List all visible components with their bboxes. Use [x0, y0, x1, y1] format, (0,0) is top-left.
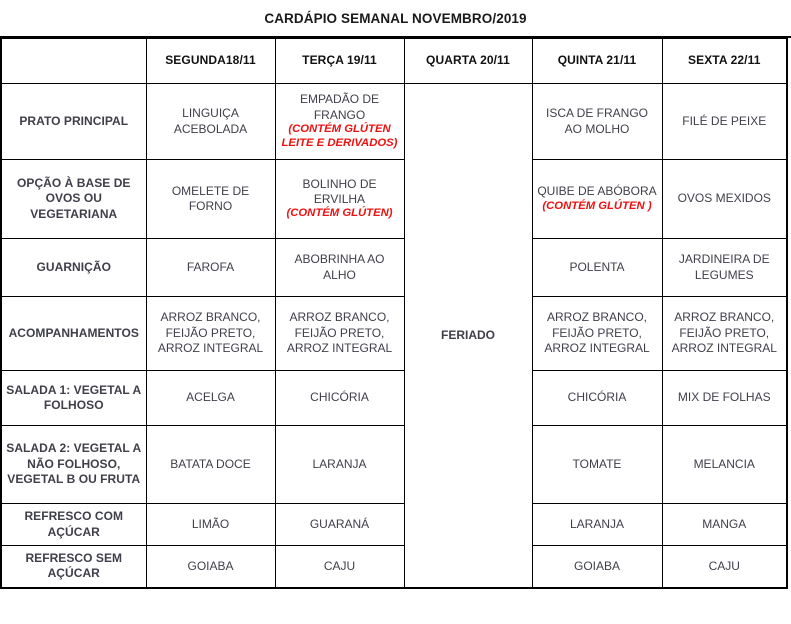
cell-main-text: GOIABA	[573, 558, 620, 573]
cell-main-text: EMPADÃO DE FRANGO	[299, 92, 380, 122]
allergen-note: (CONTÉM GLÚTEN LEITE E DERIVADOS)	[281, 123, 398, 149]
cell-main-text: MIX DE FOLHAS	[677, 390, 771, 405]
cell-prato-sexta: FILÉ DE PEIXE	[661, 83, 788, 160]
cell-refresco-com-segunda: LIMÃO	[145, 503, 276, 546]
table-header-row: SEGUNDA18/11 TERÇA 19/11 QUARTA 20/11 QU…	[0, 38, 788, 84]
cell-salada1-sexta: MIX DE FOLHAS	[661, 370, 788, 426]
cell-main-text: FILÉ DE PEIXE	[682, 113, 767, 128]
page-title: CARDÁPIO SEMANAL NOVEMBRO/2019	[264, 10, 527, 26]
row-label-opcao-vegetariana: OPÇÃO À BASE DE OVOS OU VEGETARIANA	[0, 159, 147, 239]
cell-guarnicao-quinta: POLENTA	[531, 238, 663, 297]
cell-refresco-sem-terca: CAJU	[274, 545, 405, 588]
document-title-band: CARDÁPIO SEMANAL NOVEMBRO/2019	[0, 0, 791, 38]
row-label-refresco-com-acucar: REFRESCO COM AÇÚCAR	[0, 503, 147, 546]
cell-refresco-com-sexta: MANGA	[661, 503, 788, 546]
cell-main-text: GOIABA	[187, 558, 234, 573]
row-label-guarnicao: GUARNIÇÃO	[0, 238, 147, 297]
cell-main-text: QUIBE DE ABÓBORA	[537, 184, 657, 199]
cell-salada1-segunda: ACELGA	[145, 370, 276, 426]
row-label-refresco-sem-acucar: REFRESCO SEM AÇÚCAR	[0, 545, 147, 588]
table-body: PRATO PRINCIPAL LINGUIÇA ACEBOLADA EMPAD…	[0, 83, 788, 588]
cell-main-text: CAJU	[708, 558, 740, 573]
column-header-terca: TERÇA 19/11	[274, 38, 405, 84]
table-row: SALADA 2: VEGETAL A NÃO FOLHOSO, VEGETAL…	[0, 425, 788, 504]
cell-main-text: OVOS MEXIDOS	[677, 191, 771, 206]
cell-acompanhamentos-terca: ARROZ BRANCO, FEIJÃO PRETO, ARROZ INTEGR…	[274, 296, 405, 371]
cell-main-text: BOLINHO DE ERVILHA	[302, 176, 377, 207]
cell-main-text: OMELETE DE FORNO	[171, 183, 250, 213]
cell-salada2-terca: LARANJA	[274, 425, 405, 504]
cell-main-text: BATATA DOCE	[170, 456, 251, 471]
row-label-acompanhamentos: ACOMPANHAMENTOS	[0, 296, 147, 371]
header-corner-blank	[0, 38, 147, 84]
column-header-sexta: SEXTA 22/11	[661, 38, 788, 84]
cell-main-text: ARROZ BRANCO, FEIJÃO PRETO, ARROZ INTEGR…	[671, 310, 777, 356]
holiday-cell-quarta: FERIADO	[403, 83, 533, 588]
cell-main-text: CAJU	[323, 558, 356, 573]
cell-acompanhamentos-segunda: ARROZ BRANCO, FEIJÃO PRETO, ARROZ INTEGR…	[145, 296, 276, 371]
cell-main-text: CHICÓRIA	[310, 390, 369, 405]
cell-guarnicao-segunda: FAROFA	[145, 238, 276, 297]
cell-main-text: ARROZ BRANCO, FEIJÃO PRETO, ARROZ INTEGR…	[544, 310, 650, 356]
column-header-quarta: QUARTA 20/11	[403, 38, 533, 84]
cell-main-text: ARROZ BRANCO, FEIJÃO PRETO, ARROZ INTEGR…	[286, 310, 393, 356]
cell-main-text: LARANJA	[569, 516, 625, 531]
table-row: REFRESCO COM AÇÚCAR LIMÃO GUARANÁ LARANJ…	[0, 503, 788, 546]
allergen-note: (CONTÉM GLÚTEN )	[542, 199, 652, 212]
cell-main-text: LIMÃO	[191, 516, 230, 531]
cell-prato-terca: EMPADÃO DE FRANGO (CONTÉM GLÚTEN LEITE E…	[274, 83, 405, 160]
cell-refresco-sem-segunda: GOIABA	[145, 545, 276, 588]
cell-acompanhamentos-quinta: ARROZ BRANCO, FEIJÃO PRETO, ARROZ INTEGR…	[531, 296, 663, 371]
table-row: ACOMPANHAMENTOS ARROZ BRANCO, FEIJÃO PRE…	[0, 296, 788, 371]
cell-main-text: GUARANÁ	[309, 516, 370, 531]
cell-salada1-terca: CHICÓRIA	[274, 370, 405, 426]
cell-acompanhamentos-sexta: ARROZ BRANCO, FEIJÃO PRETO, ARROZ INTEGR…	[661, 296, 788, 371]
cell-salada2-sexta: MELANCIA	[661, 425, 788, 504]
cell-main-text: LINGUIÇA ACEBOLADA	[173, 106, 248, 136]
cell-opcao-quinta: QUIBE DE ABÓBORA (CONTÉM GLÚTEN )	[531, 159, 663, 239]
table-row: PRATO PRINCIPAL LINGUIÇA ACEBOLADA EMPAD…	[0, 83, 788, 588]
cell-refresco-com-terca: GUARANÁ	[274, 503, 405, 546]
cell-main-text: MELANCIA	[693, 456, 755, 471]
cell-main-text: LARANJA	[312, 456, 367, 471]
cell-salada1-quinta: CHICÓRIA	[531, 370, 663, 426]
cell-refresco-sem-sexta: CAJU	[661, 545, 788, 588]
row-label-salada-1: SALADA 1: VEGETAL A FOLHOSO	[0, 370, 147, 426]
cell-main-text: ISCA DE FRANGO AO MOLHO	[545, 106, 649, 136]
cell-opcao-segunda: OMELETE DE FORNO	[145, 159, 276, 239]
cell-main-text: ABOBRINHA AO ALHO	[294, 252, 385, 282]
cell-main-text: CHICÓRIA	[567, 390, 627, 405]
cell-main-text: POLENTA	[569, 259, 625, 274]
table-row: REFRESCO SEM AÇÚCAR GOIABA CAJU GOIABA C…	[0, 545, 788, 588]
cell-prato-quinta: ISCA DE FRANGO AO MOLHO	[531, 83, 663, 160]
row-label-salada-2: SALADA 2: VEGETAL A NÃO FOLHOSO, VEGETAL…	[0, 425, 147, 504]
cell-guarnicao-terca: ABOBRINHA AO ALHO	[274, 238, 405, 297]
weekly-menu-table: SEGUNDA18/11 TERÇA 19/11 QUARTA 20/11 QU…	[0, 38, 788, 589]
allergen-note: (CONTÉM GLÚTEN)	[286, 207, 393, 220]
cell-refresco-com-quinta: LARANJA	[531, 503, 663, 546]
cell-salada2-segunda: BATATA DOCE	[145, 425, 276, 504]
cell-main-text: MANGA	[702, 516, 747, 531]
cell-main-text: ACELGA	[186, 390, 235, 405]
row-label-prato-principal: PRATO PRINCIPAL	[0, 83, 147, 160]
cell-main-text: JARDINEIRA DE LEGUMES	[678, 252, 770, 282]
column-header-segunda: SEGUNDA18/11	[145, 38, 276, 84]
cell-opcao-sexta: OVOS MEXIDOS	[661, 159, 788, 239]
table-row: SALADA 1: VEGETAL A FOLHOSO ACELGA CHICÓ…	[0, 370, 788, 426]
cell-salada2-quinta: TOMATE	[531, 425, 663, 504]
cell-main-text: ARROZ BRANCO, FEIJÃO PRETO, ARROZ INTEGR…	[157, 310, 264, 356]
cell-opcao-terca: BOLINHO DE ERVILHA (CONTÉM GLÚTEN)	[274, 159, 405, 239]
cell-main-text: TOMATE	[572, 456, 622, 471]
cell-main-text: FAROFA	[186, 259, 235, 274]
column-header-quinta: QUINTA 21/11	[531, 38, 663, 84]
table-row: GUARNIÇÃO FAROFA ABOBRINHA AO ALHO POLEN…	[0, 238, 788, 297]
table-row: OPÇÃO À BASE DE OVOS OU VEGETARIANA OMEL…	[0, 159, 788, 239]
cell-guarnicao-sexta: JARDINEIRA DE LEGUMES	[661, 238, 788, 297]
cell-prato-segunda: LINGUIÇA ACEBOLADA	[145, 83, 276, 160]
cell-refresco-sem-quinta: GOIABA	[531, 545, 663, 588]
